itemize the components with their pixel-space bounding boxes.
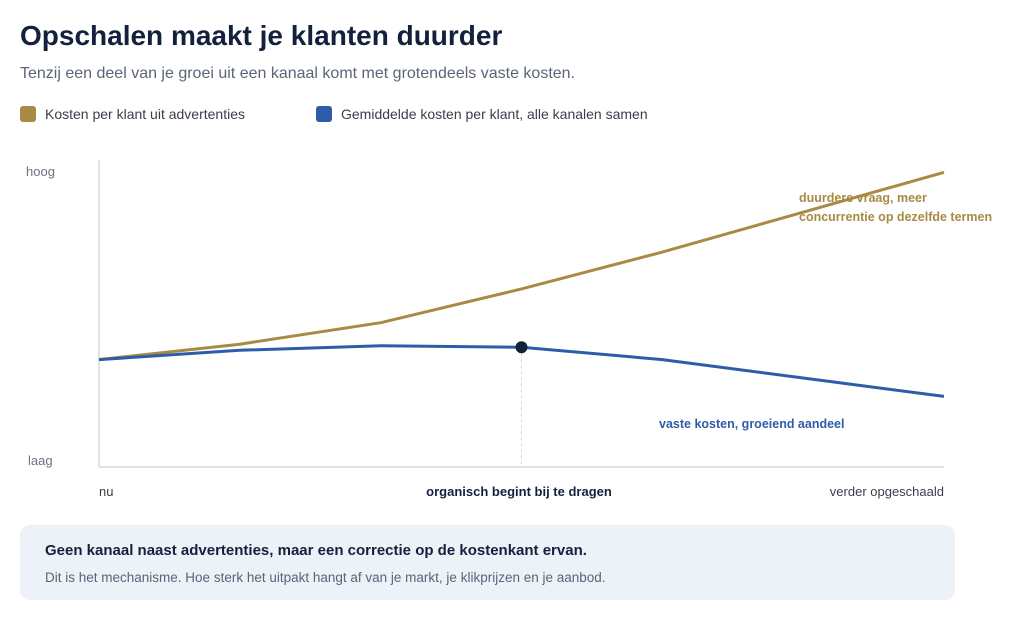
marker-dot xyxy=(515,341,528,354)
legend-swatch-ads xyxy=(20,106,36,122)
legend-label-average: Gemiddelde kosten per klant, alle kanale… xyxy=(341,106,648,122)
annotation-average: vaste kosten, groeiend aandeel xyxy=(659,417,845,431)
x-tick-start: nu xyxy=(99,484,113,499)
legend-swatch-average xyxy=(316,106,332,122)
legend-item-average: Gemiddelde kosten per klant, alle kanale… xyxy=(316,106,648,122)
chart-title: Opschalen maakt je klanten duurder xyxy=(20,20,503,51)
callout-title: Geen kanaal naast advertenties, maar een… xyxy=(45,542,587,559)
callout-body: Dit is het mechanisme. Hoe sterk het uit… xyxy=(45,570,606,585)
x-tick-end: verder opgeschaald xyxy=(830,484,944,499)
legend-item-ads: Kosten per klant uit advertenties xyxy=(20,106,245,122)
x-tick-middle: organisch begint bij te dragen xyxy=(426,484,612,499)
line-chart: hoog laag nu organisch begint bij te dra… xyxy=(26,160,992,499)
callout-box: Geen kanaal naast advertenties, maar een… xyxy=(20,525,955,600)
annotation-ads-line2: concurrentie op dezelfde termen xyxy=(799,210,992,224)
annotation-ads-line1: duurdere vraag, meer xyxy=(799,191,927,205)
legend-label-ads: Kosten per klant uit advertenties xyxy=(45,106,246,122)
series-line-ads xyxy=(98,170,945,362)
y-tick-bottom: laag xyxy=(28,453,53,468)
y-tick-top: hoog xyxy=(26,164,55,179)
chart-subtitle: Tenzij een deel van je groei uit een kan… xyxy=(20,65,575,82)
